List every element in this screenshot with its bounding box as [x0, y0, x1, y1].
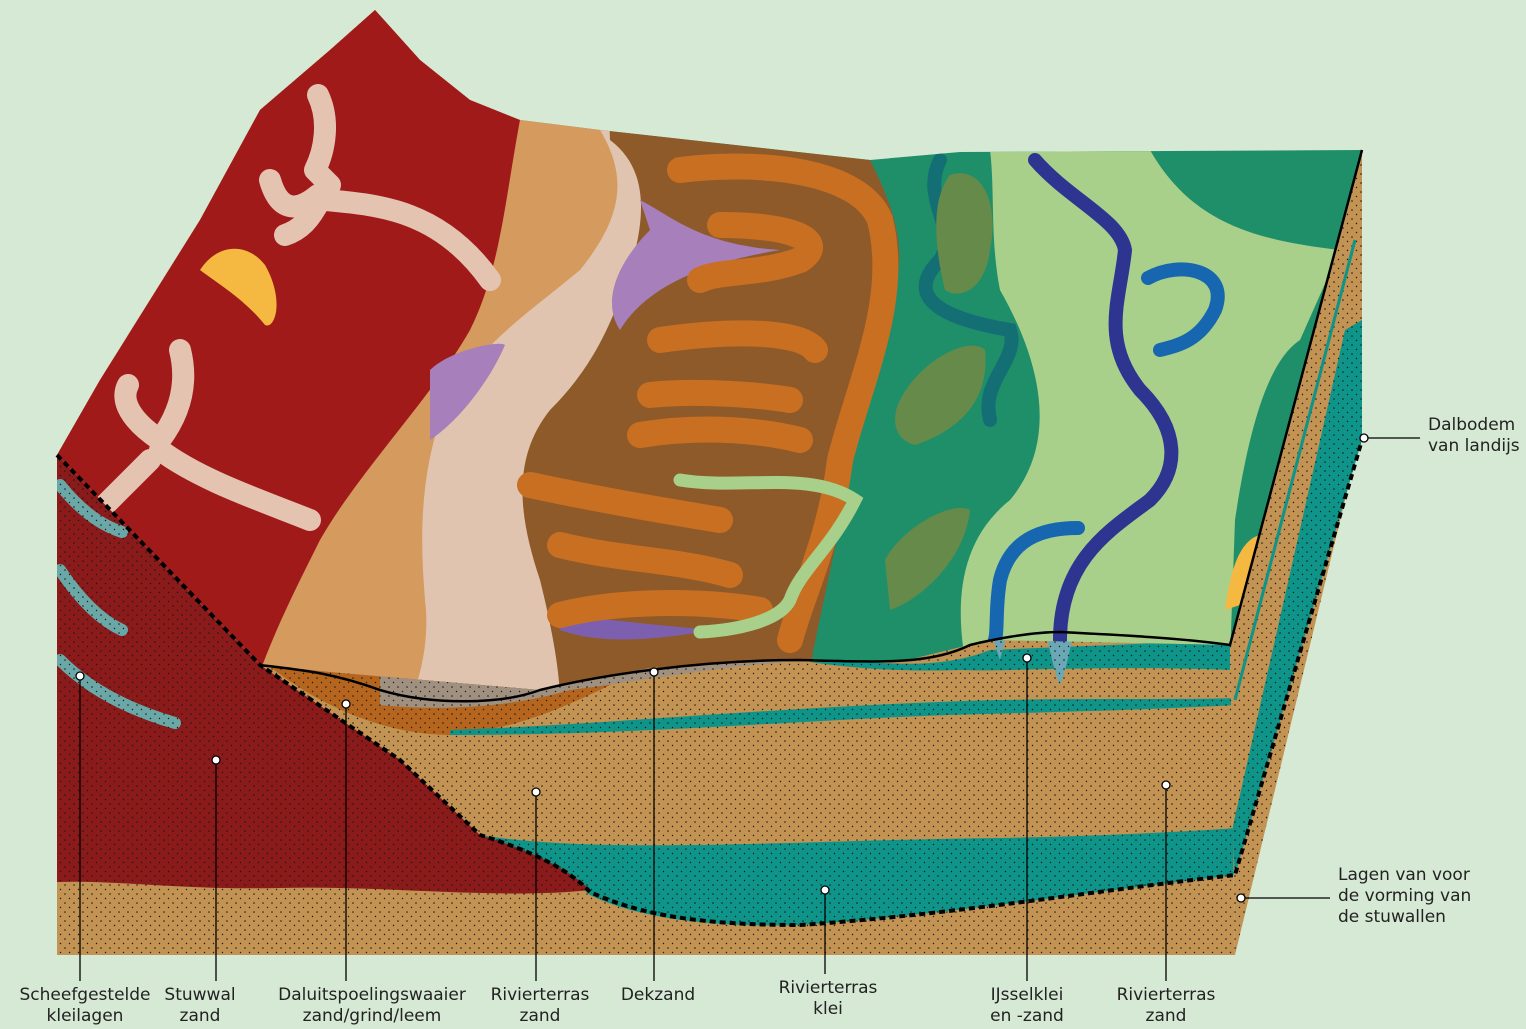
terrain-shape	[547, 590, 773, 628]
terrain-shape	[936, 173, 993, 294]
leader-dot	[1161, 780, 1171, 790]
leader-dot	[211, 755, 221, 765]
label-text: zand	[180, 1006, 221, 1025]
leader-dot	[649, 667, 659, 677]
terrain-shape	[988, 521, 1085, 647]
label-text: zand/grind/leem	[303, 1006, 442, 1025]
label-text: Rivierterras	[1117, 985, 1216, 1005]
leader-dot	[1359, 433, 1369, 443]
terrain-shape	[430, 343, 505, 440]
label-text: Daluitspoelingswaaier	[278, 985, 466, 1005]
terrain-shape	[895, 345, 986, 445]
labels: ScheefgesteldekleilagenStuwwalzandDaluit…	[19, 415, 1520, 1026]
terrain-shape	[89, 339, 321, 531]
label-text: zand	[520, 1006, 561, 1025]
terrain-shape	[1028, 153, 1179, 647]
terrain-shape	[517, 472, 743, 588]
terrain-shape	[1233, 239, 1357, 701]
leader-dot	[820, 885, 830, 895]
terrain-shape	[611, 200, 780, 330]
label-text: de vorming van	[1338, 886, 1471, 906]
label-text: kleilagen	[47, 1006, 124, 1025]
terrain-shape	[647, 320, 828, 363]
terrain-shape	[687, 212, 823, 293]
label-text: de stuwallen	[1338, 907, 1446, 927]
terrain-shape	[259, 84, 501, 291]
label-text: Dekzand	[621, 985, 695, 1005]
label-text: Stuwwal	[164, 985, 235, 1005]
terrain-shape	[55, 439, 1364, 928]
terrain-shape	[1232, 320, 1362, 875]
label-text: Rivierterras	[491, 985, 590, 1005]
label-text: Scheefgestelde	[19, 985, 150, 1005]
right-face	[1230, 150, 1362, 955]
top-surface	[57, 10, 1362, 690]
label-text: Rivierterras	[779, 978, 878, 998]
terrain-shape	[885, 508, 970, 610]
terrain-shape	[200, 248, 277, 326]
terrain-shape	[673, 473, 864, 639]
label-text: zand	[1146, 1006, 1187, 1025]
label-text: Dalbodem	[1428, 415, 1515, 435]
label-text: Lagen van voor	[1338, 865, 1470, 885]
label-text: klei	[813, 999, 843, 1019]
terrain-shape	[637, 379, 803, 413]
terrain-shape	[1141, 262, 1225, 357]
leader-dot	[341, 699, 351, 709]
label-text: IJsselklei	[991, 985, 1064, 1005]
terrain-shape	[627, 416, 813, 453]
leader-dot	[1022, 653, 1032, 663]
leader-dot	[1236, 893, 1246, 903]
leader-dot	[75, 671, 85, 681]
terrain-shape	[259, 149, 1364, 703]
outlines	[55, 149, 1364, 928]
leader-dot	[531, 787, 541, 797]
label-text: van landijs	[1428, 436, 1520, 456]
label-text: en -zand	[990, 1006, 1064, 1025]
terrain-shape	[517, 153, 899, 653]
